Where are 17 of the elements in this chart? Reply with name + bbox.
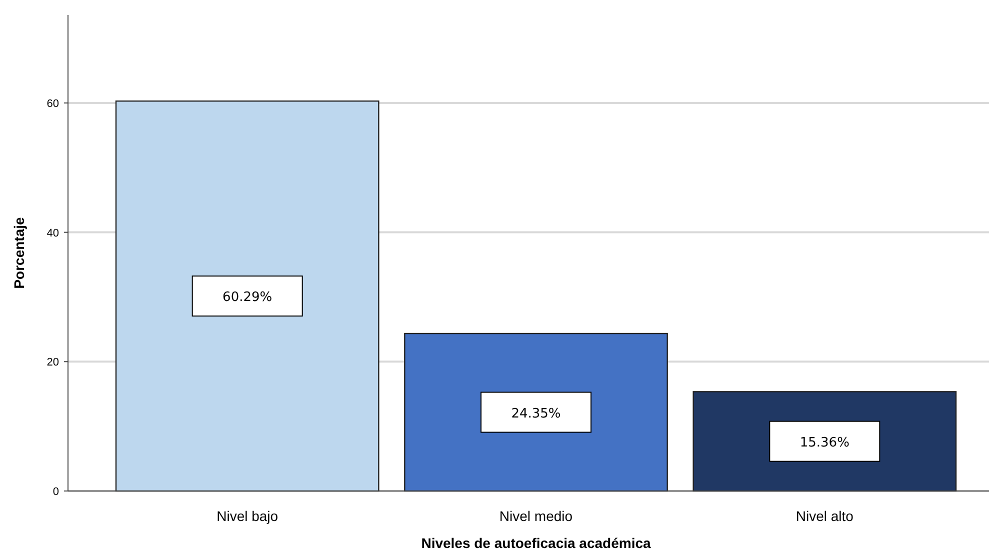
- data-label: 15.36%: [800, 435, 850, 450]
- bar: [115, 100, 380, 492]
- label-box: 60.29%: [192, 276, 303, 317]
- data-label: 60.29%: [222, 290, 272, 306]
- x-tick-label: Nivel medio: [499, 508, 573, 524]
- y-tick-label: 60: [46, 98, 59, 110]
- y-tick-label: 20: [46, 356, 59, 369]
- data-label: 24.35%: [511, 406, 561, 422]
- y-tick-label: 0: [52, 486, 59, 498]
- y-tick-label: 40: [46, 227, 59, 240]
- x-axis-title: Niveles de autoeficacia académica: [421, 535, 651, 551]
- label-box: 15.36%: [769, 420, 880, 462]
- x-tick-label: Nivel alto: [796, 508, 854, 524]
- x-tick-label: Nivel bajo: [216, 508, 278, 524]
- y-axis-title: Porcentaje: [11, 216, 27, 289]
- label-box: 24.35%: [480, 392, 592, 433]
- bar: [404, 332, 668, 492]
